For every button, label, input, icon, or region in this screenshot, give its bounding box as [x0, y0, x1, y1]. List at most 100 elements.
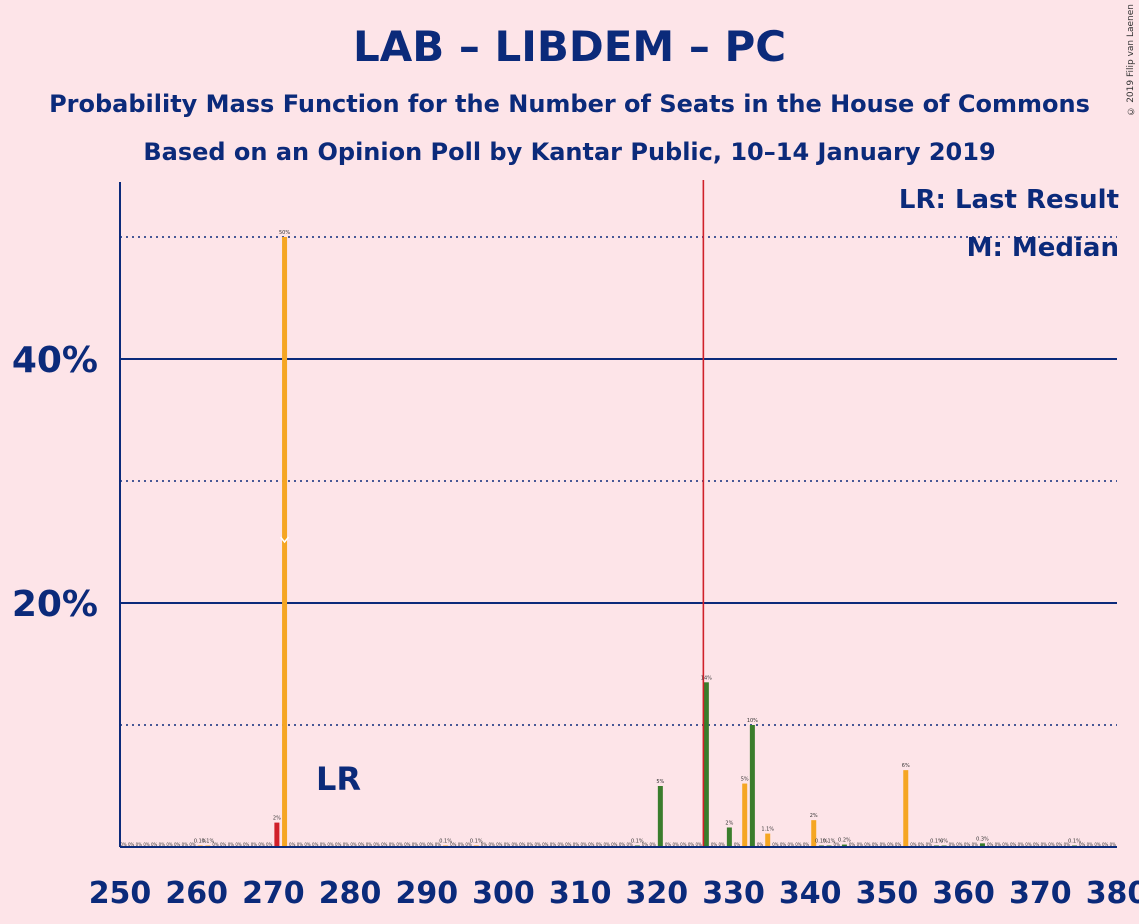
bar-label-250: 0% [120, 842, 127, 847]
bar-seat-331 [742, 783, 748, 847]
bar-seat-334 [765, 833, 771, 847]
bar-label-339: 0% [803, 842, 810, 847]
last-result-label: LR [316, 760, 361, 798]
bar-label-353: 0% [910, 842, 917, 847]
bar-label-264: 0% [228, 842, 235, 847]
bar-label-296: 0.1% [470, 839, 483, 845]
bar-label-362: 0.3% [976, 836, 989, 842]
bar-label-272: 0% [289, 842, 296, 847]
bar-seat-326 [703, 682, 709, 847]
y-tick-labels: 20% 40% [12, 340, 98, 625]
bar-label-268: 0% [258, 842, 265, 847]
bar-label-285: 0% [389, 842, 396, 847]
bar-label-275: 0% [312, 842, 319, 847]
bar-label-276: 0% [320, 842, 327, 847]
bar-seat-329 [726, 827, 732, 847]
x-tick-310: 310 [549, 876, 612, 911]
bar-label-371: 0% [1048, 842, 1055, 847]
bar-label-338: 0% [795, 842, 802, 847]
bar-label-369: 0% [1033, 842, 1040, 847]
bar-label-374: 0.1% [1068, 839, 1081, 845]
bar-label-305: 0% [542, 842, 549, 847]
bar-label-269: 0% [266, 842, 273, 847]
bar-label-333: 0% [757, 842, 764, 847]
bar-label-311: 0% [588, 842, 595, 847]
bar-label-370: 0% [1041, 842, 1048, 847]
bar-label-286: 0% [396, 842, 403, 847]
bar-label-294: 0% [458, 842, 465, 847]
bar-label-273: 0% [297, 842, 304, 847]
bar-label-267: 0% [251, 842, 258, 847]
bar-label-301: 0% [511, 842, 518, 847]
bar-label-342: 0.1% [823, 839, 836, 845]
x-tick-260: 260 [165, 876, 228, 911]
bar-label-266: 0% [243, 842, 250, 847]
bar-label-348: 0% [872, 842, 879, 847]
bar-label-253: 0% [143, 842, 150, 847]
bar-label-280: 0% [350, 842, 357, 847]
bar-label-330: 0% [734, 842, 741, 847]
bar-label-340: 2% [810, 813, 818, 819]
bar-label-307: 0% [557, 842, 564, 847]
x-tick-280: 280 [319, 876, 382, 911]
bar-label-377: 0% [1094, 842, 1101, 847]
bar-label-270: 2% [273, 816, 281, 822]
bar-label-257: 0% [174, 842, 181, 847]
bar-seat-344 [841, 844, 847, 847]
bar-label-283: 0% [373, 842, 380, 847]
bar-label-319: 0% [649, 842, 656, 847]
bar-label-310: 0% [580, 842, 587, 847]
x-tick-300: 300 [472, 876, 535, 911]
gridlines [120, 236, 1117, 726]
bar-label-361: 0% [972, 842, 979, 847]
chart-subtitle: Probability Mass Function for the Number… [49, 90, 1090, 118]
x-tick-330: 330 [702, 876, 765, 911]
bar-label-345: 0% [849, 842, 856, 847]
bar-label-274: 0% [304, 842, 311, 847]
bar-label-271: 50% [279, 230, 290, 236]
median-marker [279, 536, 290, 544]
bar-label-316: 0% [626, 842, 633, 847]
bar-label-367: 0% [1018, 842, 1025, 847]
legend-median: M: Median [966, 233, 1119, 263]
bar-label-260: 0.1% [194, 839, 207, 845]
bar-label-255: 0% [159, 842, 166, 847]
bar-label-277: 0% [327, 842, 334, 847]
bar-label-300: 0% [504, 842, 511, 847]
bar-label-327: 0% [711, 842, 718, 847]
y-tick-40: 40% [12, 340, 98, 381]
bar-label-365: 0% [1002, 842, 1009, 847]
bar-label-354: 0% [918, 842, 925, 847]
bar-label-328: 0% [719, 842, 726, 847]
bar-label-295: 0% [465, 842, 472, 847]
bar-label-314: 0% [611, 842, 618, 847]
bar-label-287: 0% [404, 842, 411, 847]
bar-label-326: 14% [701, 675, 712, 681]
bars [197, 180, 1077, 847]
x-tick-360: 360 [932, 876, 995, 911]
bar-label-356: 0.1% [930, 839, 943, 845]
bar-label-329: 2% [725, 820, 733, 826]
bar-label-379: 0% [1110, 842, 1117, 847]
bar-label-263: 0% [220, 842, 227, 847]
bar-label-306: 0% [550, 842, 557, 847]
x-tick-340: 340 [779, 876, 842, 911]
bar-label-284: 0% [381, 842, 388, 847]
bar-label-279: 0% [343, 842, 350, 847]
bar-label-343: 0% [834, 842, 841, 847]
bar-label-291: 0% [435, 842, 442, 847]
bar-seat-332 [749, 725, 755, 847]
legend-last-result: LR: Last Result [898, 185, 1119, 215]
x-tick-320: 320 [626, 876, 689, 911]
bar-label-258: 0% [182, 842, 189, 847]
bar-seat-352 [903, 770, 909, 847]
bar-label-317: 0.1% [631, 839, 644, 845]
bar-label-368: 0% [1025, 842, 1032, 847]
bar-label-288: 0% [412, 842, 419, 847]
x-tick-380: 380 [1086, 876, 1139, 911]
bar-label-349: 0% [880, 842, 887, 847]
bar-label-364: 0% [995, 842, 1002, 847]
bar-label-252: 0% [136, 842, 143, 847]
bar-label-363: 0% [987, 842, 994, 847]
